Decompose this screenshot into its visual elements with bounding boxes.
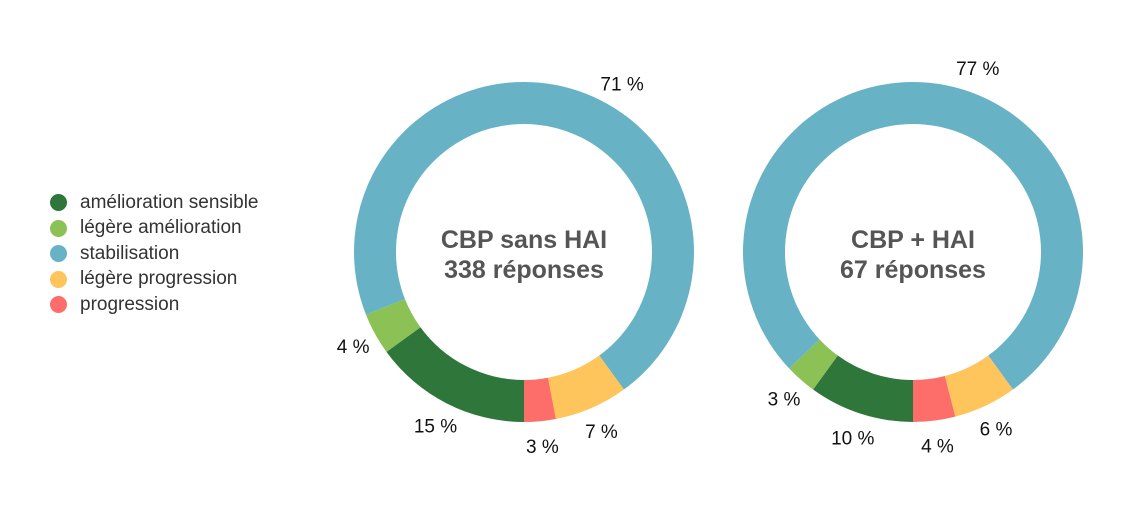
donut-segment bbox=[547, 355, 624, 419]
legend-label: amélioration sensible bbox=[80, 191, 259, 213]
legend-swatch bbox=[50, 245, 67, 263]
donut-segment bbox=[524, 377, 556, 422]
legend-item-stabilisation: stabilisation bbox=[50, 241, 259, 267]
legend-swatch bbox=[50, 219, 67, 237]
legend-item-amelioration-sensible: amélioration sensible bbox=[50, 190, 259, 216]
donut-segment bbox=[386, 327, 524, 422]
data-label: 3 % bbox=[768, 389, 801, 410]
data-label: 4 % bbox=[337, 337, 370, 358]
legend-label: légère amélioration bbox=[80, 217, 242, 239]
legend-swatch bbox=[50, 270, 67, 288]
chart-subtitle: 67 réponses bbox=[840, 256, 986, 284]
chart-subtitle: 338 réponses bbox=[444, 256, 604, 284]
data-label: 77 % bbox=[956, 59, 999, 80]
data-label: 15 % bbox=[414, 417, 457, 438]
legend-label: stabilisation bbox=[80, 242, 180, 264]
donut-segment bbox=[789, 339, 838, 390]
legend-label: légère progression bbox=[80, 268, 238, 290]
legend-swatch bbox=[50, 194, 67, 212]
donut-segment bbox=[365, 299, 421, 352]
data-label: 10 % bbox=[831, 428, 874, 449]
legend: amélioration sensible légère amélioratio… bbox=[50, 190, 259, 318]
donut-segment bbox=[944, 355, 1013, 417]
legend-item-legere-amelioration: légère amélioration bbox=[50, 216, 259, 242]
chart-title: CBP + HAI bbox=[851, 226, 975, 254]
legend-item-progression: progression bbox=[50, 292, 259, 318]
donut-segment bbox=[913, 375, 956, 422]
chart-title: CBP sans HAI bbox=[441, 226, 607, 254]
legend-label: progression bbox=[80, 293, 180, 315]
data-label: 7 % bbox=[585, 422, 618, 443]
legend-item-legere-progression: légère progression bbox=[50, 267, 259, 293]
data-label: 3 % bbox=[526, 437, 559, 458]
data-label: 71 % bbox=[600, 74, 643, 95]
legend-swatch bbox=[50, 296, 67, 314]
data-label: 6 % bbox=[980, 419, 1013, 440]
data-label: 4 % bbox=[921, 436, 954, 457]
donut-segment bbox=[813, 355, 913, 422]
